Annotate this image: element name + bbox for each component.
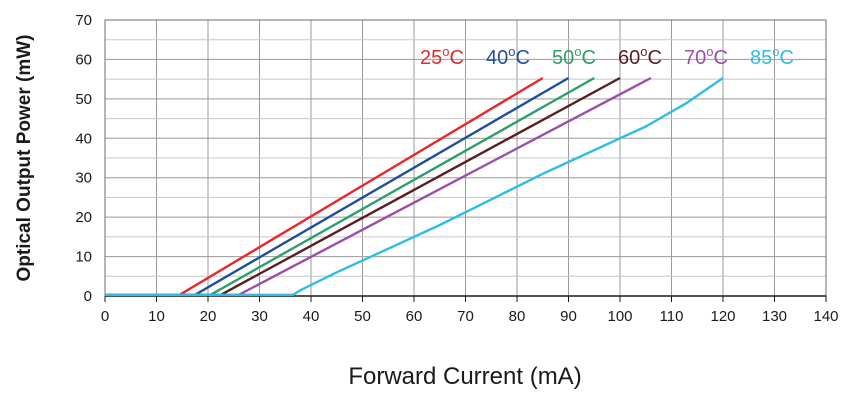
legend-degree-mark: o xyxy=(772,44,779,59)
legend-temp-value: 70 xyxy=(684,47,706,69)
y-tick-label: 40 xyxy=(75,130,92,147)
x-tick-label: 30 xyxy=(251,308,268,325)
chart-legend: 25oC 40oC 50oC 60oC 70oC 85oC xyxy=(420,44,794,69)
legend-degree-mark: o xyxy=(640,44,647,59)
y-axis-label: Optical Output Power (mW) xyxy=(14,35,35,282)
series-lines xyxy=(105,76,724,296)
series-line-85c xyxy=(105,77,724,296)
legend-temp-value: 60 xyxy=(618,47,640,69)
legend-temp-value: 50 xyxy=(552,47,574,69)
legend-item-60c: 60oC xyxy=(618,44,662,69)
y-tick-label: 30 xyxy=(75,170,92,187)
x-tick-label: 70 xyxy=(457,308,474,325)
legend-unit: C xyxy=(779,47,793,69)
x-tick-label: 60 xyxy=(406,308,423,325)
series-line-70c xyxy=(105,76,652,296)
legend-item-85c: 85oC xyxy=(750,44,794,69)
x-tick-label: 40 xyxy=(303,308,320,325)
x-tick-label: 130 xyxy=(762,308,787,325)
legend-degree-mark: o xyxy=(574,44,581,59)
legend-unit: C xyxy=(581,47,595,69)
x-axis-ticks: 0 10 20 30 40 50 60 70 80 90 100 110 120 130 140 xyxy=(101,296,839,325)
y-tick-label: 60 xyxy=(75,51,92,68)
legend-item-50c: 50oC xyxy=(552,44,596,69)
legend-unit: C xyxy=(449,47,463,69)
y-tick-label: 50 xyxy=(75,91,92,108)
legend-item-70c: 70oC xyxy=(684,44,728,69)
y-tick-label: 10 xyxy=(75,249,92,266)
y-tick-label: 20 xyxy=(75,209,92,226)
x-tick-label: 0 xyxy=(101,308,109,325)
y-tick-label: 0 xyxy=(84,288,92,305)
x-tick-label: 90 xyxy=(560,308,577,325)
legend-degree-mark: o xyxy=(442,44,449,59)
x-tick-label: 110 xyxy=(660,308,684,325)
legend-degree-mark: o xyxy=(706,44,713,59)
legend-item-25c: 25oC xyxy=(420,44,464,69)
x-tick-label: 140 xyxy=(813,308,838,325)
x-tick-label: 120 xyxy=(710,308,735,325)
y-tick-label: 70 xyxy=(75,12,92,29)
x-tick-label: 100 xyxy=(607,308,632,325)
legend-temp-value: 85 xyxy=(750,47,772,69)
x-tick-label: 20 xyxy=(200,308,217,325)
x-axis-label: Forward Current (mA) xyxy=(348,363,581,390)
y-axis-ticks: 0 10 20 30 40 50 60 70 xyxy=(75,12,92,305)
legend-unit: C xyxy=(713,47,727,69)
chart-grid xyxy=(104,19,827,297)
series-line-40c xyxy=(105,76,570,296)
legend-temp-value: 25 xyxy=(420,47,442,69)
legend-unit: C xyxy=(515,47,529,69)
x-tick-label: 50 xyxy=(354,308,371,325)
series-line-50c xyxy=(105,76,595,296)
legend-degree-mark: o xyxy=(508,44,515,59)
x-tick-label: 80 xyxy=(509,308,526,325)
legend-unit: C xyxy=(647,47,661,69)
x-tick-label: 10 xyxy=(148,308,165,325)
legend-item-40c: 40oC xyxy=(486,44,530,69)
legend-temp-value: 40 xyxy=(486,47,508,69)
series-line-25c xyxy=(105,76,544,296)
